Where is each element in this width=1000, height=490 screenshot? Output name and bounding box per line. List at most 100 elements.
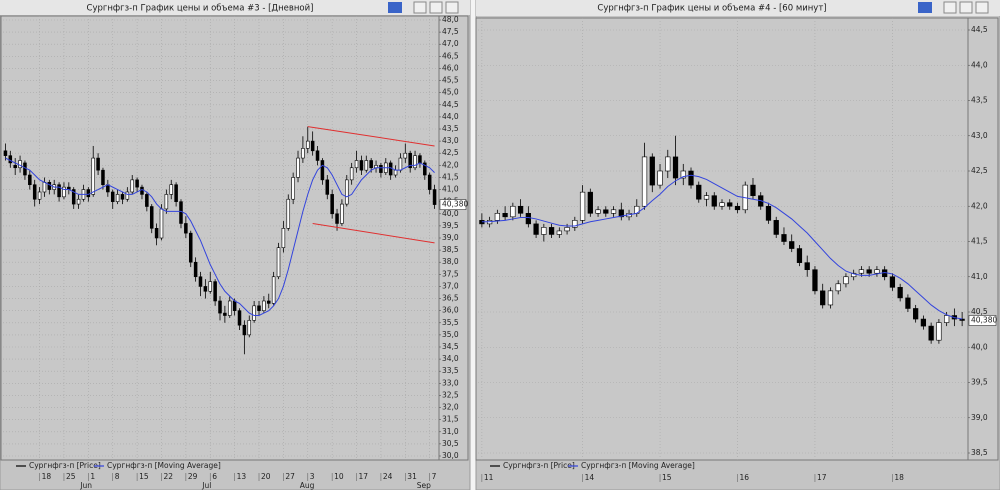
candle-body — [13, 165, 17, 169]
candle-body — [276, 247, 281, 278]
candle-body — [57, 184, 61, 198]
candle-body — [796, 248, 803, 263]
candle-body — [91, 157, 95, 195]
candle-body — [820, 290, 826, 306]
x-tick-label: 15 — [662, 473, 672, 482]
candle-body — [494, 213, 500, 221]
close-button[interactable] — [975, 1, 989, 14]
maximize-button[interactable] — [429, 1, 443, 14]
candle-body — [928, 325, 934, 341]
candle-body — [403, 152, 408, 159]
y-tick-label: 30,5 — [442, 439, 459, 448]
candle-body — [897, 287, 903, 299]
candle-body — [96, 157, 100, 171]
candle-body — [359, 160, 364, 171]
candle-body — [843, 276, 849, 285]
candle-body — [379, 165, 383, 173]
candle-body — [789, 241, 795, 249]
candle-body — [665, 156, 671, 172]
candle-body — [257, 305, 261, 311]
x-tick-label: 24 — [383, 472, 393, 481]
candle-body — [517, 205, 524, 214]
y-tick-label: 42,5 — [442, 148, 459, 157]
y-tick-label: 47,5 — [442, 27, 459, 36]
candle-body — [115, 194, 120, 202]
legend-label: Сургнфгз-п [Price] — [29, 461, 101, 470]
candle-body — [345, 179, 349, 205]
candle-body — [835, 283, 841, 292]
candle-body — [398, 157, 403, 171]
candle-body — [306, 140, 310, 149]
candle-body — [159, 208, 164, 239]
candle-body — [154, 228, 159, 239]
y-tick-label: 35,0 — [442, 330, 459, 339]
candle-body — [765, 205, 772, 221]
candle-body — [208, 281, 213, 292]
candle-body — [858, 269, 865, 274]
candle-body — [281, 228, 286, 248]
pin-button[interactable] — [918, 2, 932, 13]
candle-body — [413, 155, 417, 169]
candle-body — [135, 179, 139, 188]
legend-label: Сургнфгз-п [Moving Average] — [581, 461, 695, 470]
candle-body — [804, 262, 810, 270]
candle-body — [188, 232, 193, 263]
y-tick-label: 46,5 — [442, 51, 459, 60]
y-tick-label: 43,5 — [442, 124, 459, 133]
candle-body — [905, 297, 911, 309]
minimize-button[interactable] — [413, 1, 427, 14]
candle-body — [184, 223, 188, 234]
minimize-button[interactable] — [943, 1, 957, 14]
candle-body — [920, 318, 927, 327]
y-tick-label: 45,0 — [442, 88, 459, 97]
y-tick-label: 43,0 — [442, 136, 459, 145]
x-tick-label: 14 — [585, 473, 595, 482]
candle-body — [37, 191, 42, 200]
title-bar[interactable] — [0, 0, 470, 15]
y-tick-label: 48,0 — [442, 15, 459, 24]
legend-label: Сургнфгз-п [Price] — [503, 461, 575, 470]
candle-body — [556, 230, 562, 235]
title-bar[interactable] — [476, 0, 1000, 16]
candle-body — [525, 213, 531, 225]
x-tick-label: 3 — [310, 472, 315, 481]
candle-body — [101, 169, 105, 186]
y-tick-label: 46,0 — [442, 63, 459, 72]
candle-body — [340, 203, 344, 224]
candle-body — [267, 300, 271, 304]
candle-body — [719, 202, 725, 207]
candle-body — [169, 184, 173, 195]
candle-body — [734, 205, 741, 211]
candle-body — [310, 140, 315, 152]
candle-body — [120, 194, 125, 200]
candle-body — [291, 177, 295, 200]
candle-body — [851, 272, 857, 278]
candle-body — [330, 194, 334, 215]
window-title: Сургнфгз-п График цены и объема #4 - [60… — [597, 4, 826, 14]
x-tick-label: 16 — [739, 473, 749, 482]
candle-body — [618, 209, 624, 218]
y-tick-label: 44,0 — [442, 112, 459, 121]
candle-body — [812, 269, 818, 292]
candle-body — [242, 324, 247, 336]
candle-body — [47, 181, 52, 190]
x-tick-label: 18 — [42, 472, 52, 481]
candle-body — [223, 312, 227, 316]
last-price-label: 40,380 — [442, 200, 468, 209]
y-tick-label: 38,5 — [442, 245, 459, 254]
candle-body — [393, 169, 398, 176]
close-button[interactable] — [445, 1, 459, 14]
y-tick-label: 41,0 — [442, 185, 459, 194]
y-tick-label: 39,5 — [971, 378, 988, 387]
candle-body — [23, 162, 27, 176]
candle-body — [703, 195, 710, 200]
pin-button[interactable] — [388, 2, 402, 13]
y-tick-label: 32,5 — [442, 390, 459, 399]
candle-body — [418, 155, 422, 164]
maximize-button[interactable] — [959, 1, 973, 14]
x-tick-label: 15 — [139, 472, 149, 481]
y-tick-label: 37,5 — [442, 269, 459, 278]
y-tick-label: 39,0 — [971, 413, 988, 422]
candle-body — [62, 186, 66, 198]
candle-body — [286, 198, 291, 229]
